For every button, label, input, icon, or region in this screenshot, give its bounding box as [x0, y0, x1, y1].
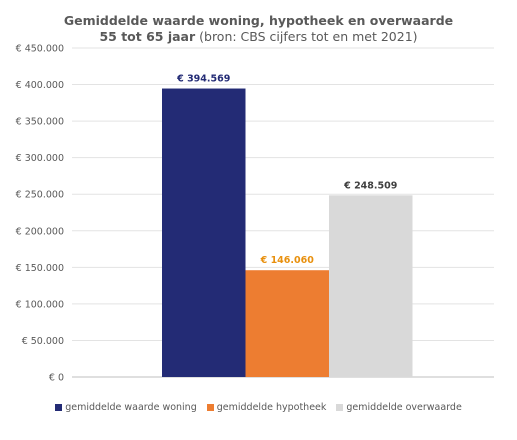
legend-item-3: gemiddelde overwaarde [336, 402, 462, 413]
y-tick-label: € 250.000 [16, 190, 64, 201]
legend-swatch [206, 404, 214, 411]
y-tick-label: € 0 [49, 373, 64, 384]
y-tick-label: € 200.000 [16, 226, 64, 237]
chart-title-source: (bron: CBS cijfers tot en met 2021) [195, 29, 418, 44]
y-tick-label: € 150.000 [16, 263, 64, 274]
legend-label: gemiddelde overwaarde [346, 402, 462, 413]
bar-3 [329, 195, 413, 377]
legend-item-2: gemiddelde hypotheek [206, 402, 327, 413]
y-tick-label: € 350.000 [16, 117, 64, 128]
y-tick-label: € 50.000 [22, 336, 64, 347]
legend-swatch [336, 404, 344, 411]
bar-data-label-1: € 394.569 [176, 74, 230, 85]
bar-data-label-2: € 146.060 [260, 255, 315, 266]
y-tick-label: € 450.000 [16, 44, 64, 55]
y-tick-label: € 300.000 [16, 153, 64, 164]
chart-title-line1: Gemiddelde waarde woning, hypotheek en o… [63, 13, 454, 28]
legend-label: gemiddelde waarde woning [65, 402, 197, 413]
chart-title-bold: 55 tot 65 jaar [99, 29, 196, 44]
bar-2 [245, 270, 329, 377]
legend-label: gemiddelde hypotheek [216, 402, 327, 413]
y-tick-label: € 100.000 [16, 299, 64, 310]
legend-item-1: gemiddelde waarde woning [55, 402, 197, 413]
chart-legend: gemiddelde waarde woning gemiddelde hypot… [0, 402, 517, 413]
legend-swatch [55, 404, 63, 411]
bar-1 [162, 88, 246, 378]
y-tick-label: € 400.000 [16, 80, 64, 91]
bar-data-label-3: € 248.509 [343, 180, 397, 191]
chart-title-line2: 55 tot 65 jaar (bron: CBS cijfers tot en… [0, 29, 517, 45]
